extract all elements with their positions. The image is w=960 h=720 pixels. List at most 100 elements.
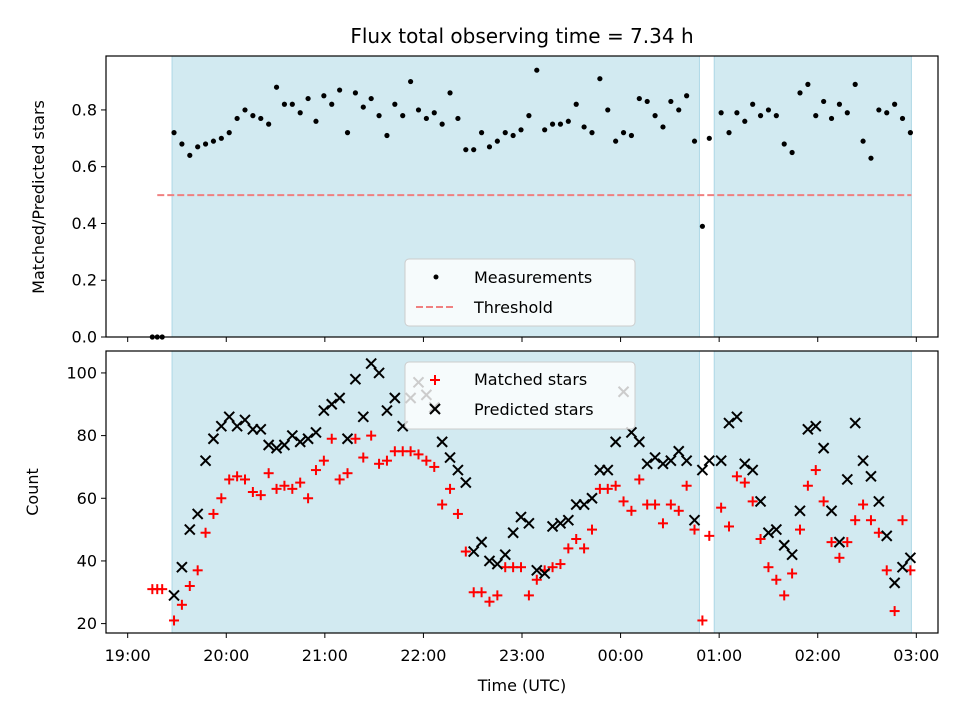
marker-stroke [333,392,346,404]
measurement-point [636,95,642,102]
matched-star-point [555,559,566,570]
predicted-star-point [467,545,480,558]
top-y-ticks: 0.0 0.2 0.4 0.6 0.8 [72,100,106,347]
predicted-star-point [294,436,306,448]
measurement-point [907,130,913,136]
measurement-point [494,138,500,144]
marker-stroke [349,373,362,385]
predicted-star-point [302,433,314,445]
measurement-point [210,138,217,144]
marker-stroke [191,508,204,520]
measurement-point [813,113,819,119]
measurement-point [439,121,445,127]
measurement-point [329,101,335,107]
measurement-point [773,113,779,119]
matched-star-point [287,483,298,494]
measurement-point [660,124,666,130]
predicted-star-point [531,564,543,577]
measurement-point [605,107,611,113]
matched-star-point [731,471,742,482]
marker-stroke [746,464,759,476]
predicted-star-point [176,561,188,573]
measurement-point [415,107,422,113]
matched-star-point [413,449,424,460]
measurement-point [250,113,256,119]
marker-stroke [310,426,322,439]
predicted-star-point [499,548,511,561]
predicted-star-point [786,548,798,561]
measurement-point [392,101,398,107]
predicted-star-point [381,404,393,417]
measurement-point [726,130,732,136]
x-tick-label: 22:00 [400,646,446,665]
predicted-star-point [881,530,893,542]
matched-star-point [810,465,821,476]
y-tick-label: 20 [77,614,97,633]
shaded-interval [713,350,912,634]
measurement-point [668,98,674,105]
measurement-point [549,121,556,127]
measurement-point [565,118,571,124]
measurement-point [281,101,288,107]
measurement-point [789,149,795,156]
matched-star-point [169,615,180,626]
predicted-star-point [444,451,456,464]
measurement-point [447,90,453,96]
matched-star-point [794,524,805,535]
matched-star-point [586,524,597,535]
marker-stroke [507,527,519,539]
marker-stroke [554,517,567,530]
measurement-point [195,144,201,150]
predicted-star-point [888,577,901,589]
predicted-star-point [191,508,204,520]
marker-stroke [270,442,283,454]
measurement-point [805,81,811,87]
measurement-point [471,147,477,153]
matched-star-point [239,474,250,485]
matched-star-point [634,474,645,485]
measurement-point [620,130,627,136]
marker-stroke [641,458,653,470]
measurement-point [218,135,224,141]
predicted-star-point [239,414,251,426]
matched-star-point [889,606,900,617]
matched-star-point [200,527,211,538]
predicted-star-point [602,464,614,476]
measurement-point [337,87,343,93]
measurement-point [187,152,193,158]
measurement-point [734,110,740,116]
measurement-point [868,155,874,161]
marker-stroke [786,548,798,561]
marker-stroke [657,458,669,470]
matched-star-point [602,483,613,494]
matched-star-point [374,458,385,469]
matched-star-point [263,468,274,479]
bottom-y-ticks: 20 40 60 80 100 [66,363,106,633]
matched-star-point [405,446,416,457]
measurement-point [384,132,390,139]
predicted-star-point [310,426,322,439]
predicted-star-point [215,420,228,432]
matched-star-point [724,521,735,532]
matched-star-point [563,543,574,554]
measurement-point [289,101,295,107]
x-axis-label: Time (UTC) [477,676,566,695]
marker-stroke [609,436,622,448]
marker-stroke [817,442,830,454]
marker-stroke [326,398,338,410]
matched-star-point [318,455,329,466]
chart-title: Flux total observing time = 7.34 h [350,24,693,48]
predicted-star-point [865,470,877,483]
measurement-point [510,132,516,139]
marker-stroke [215,420,228,432]
predicted-star-point [389,392,401,404]
marker-stroke [531,564,543,577]
matched-star-point [255,490,266,501]
matched-star-point [476,587,487,598]
measurement-point [321,93,327,99]
marker-stroke [723,417,735,429]
marker-stroke [794,505,806,517]
marker-stroke [499,548,511,561]
predicted-star-point [452,464,464,476]
marker-stroke [873,495,885,508]
